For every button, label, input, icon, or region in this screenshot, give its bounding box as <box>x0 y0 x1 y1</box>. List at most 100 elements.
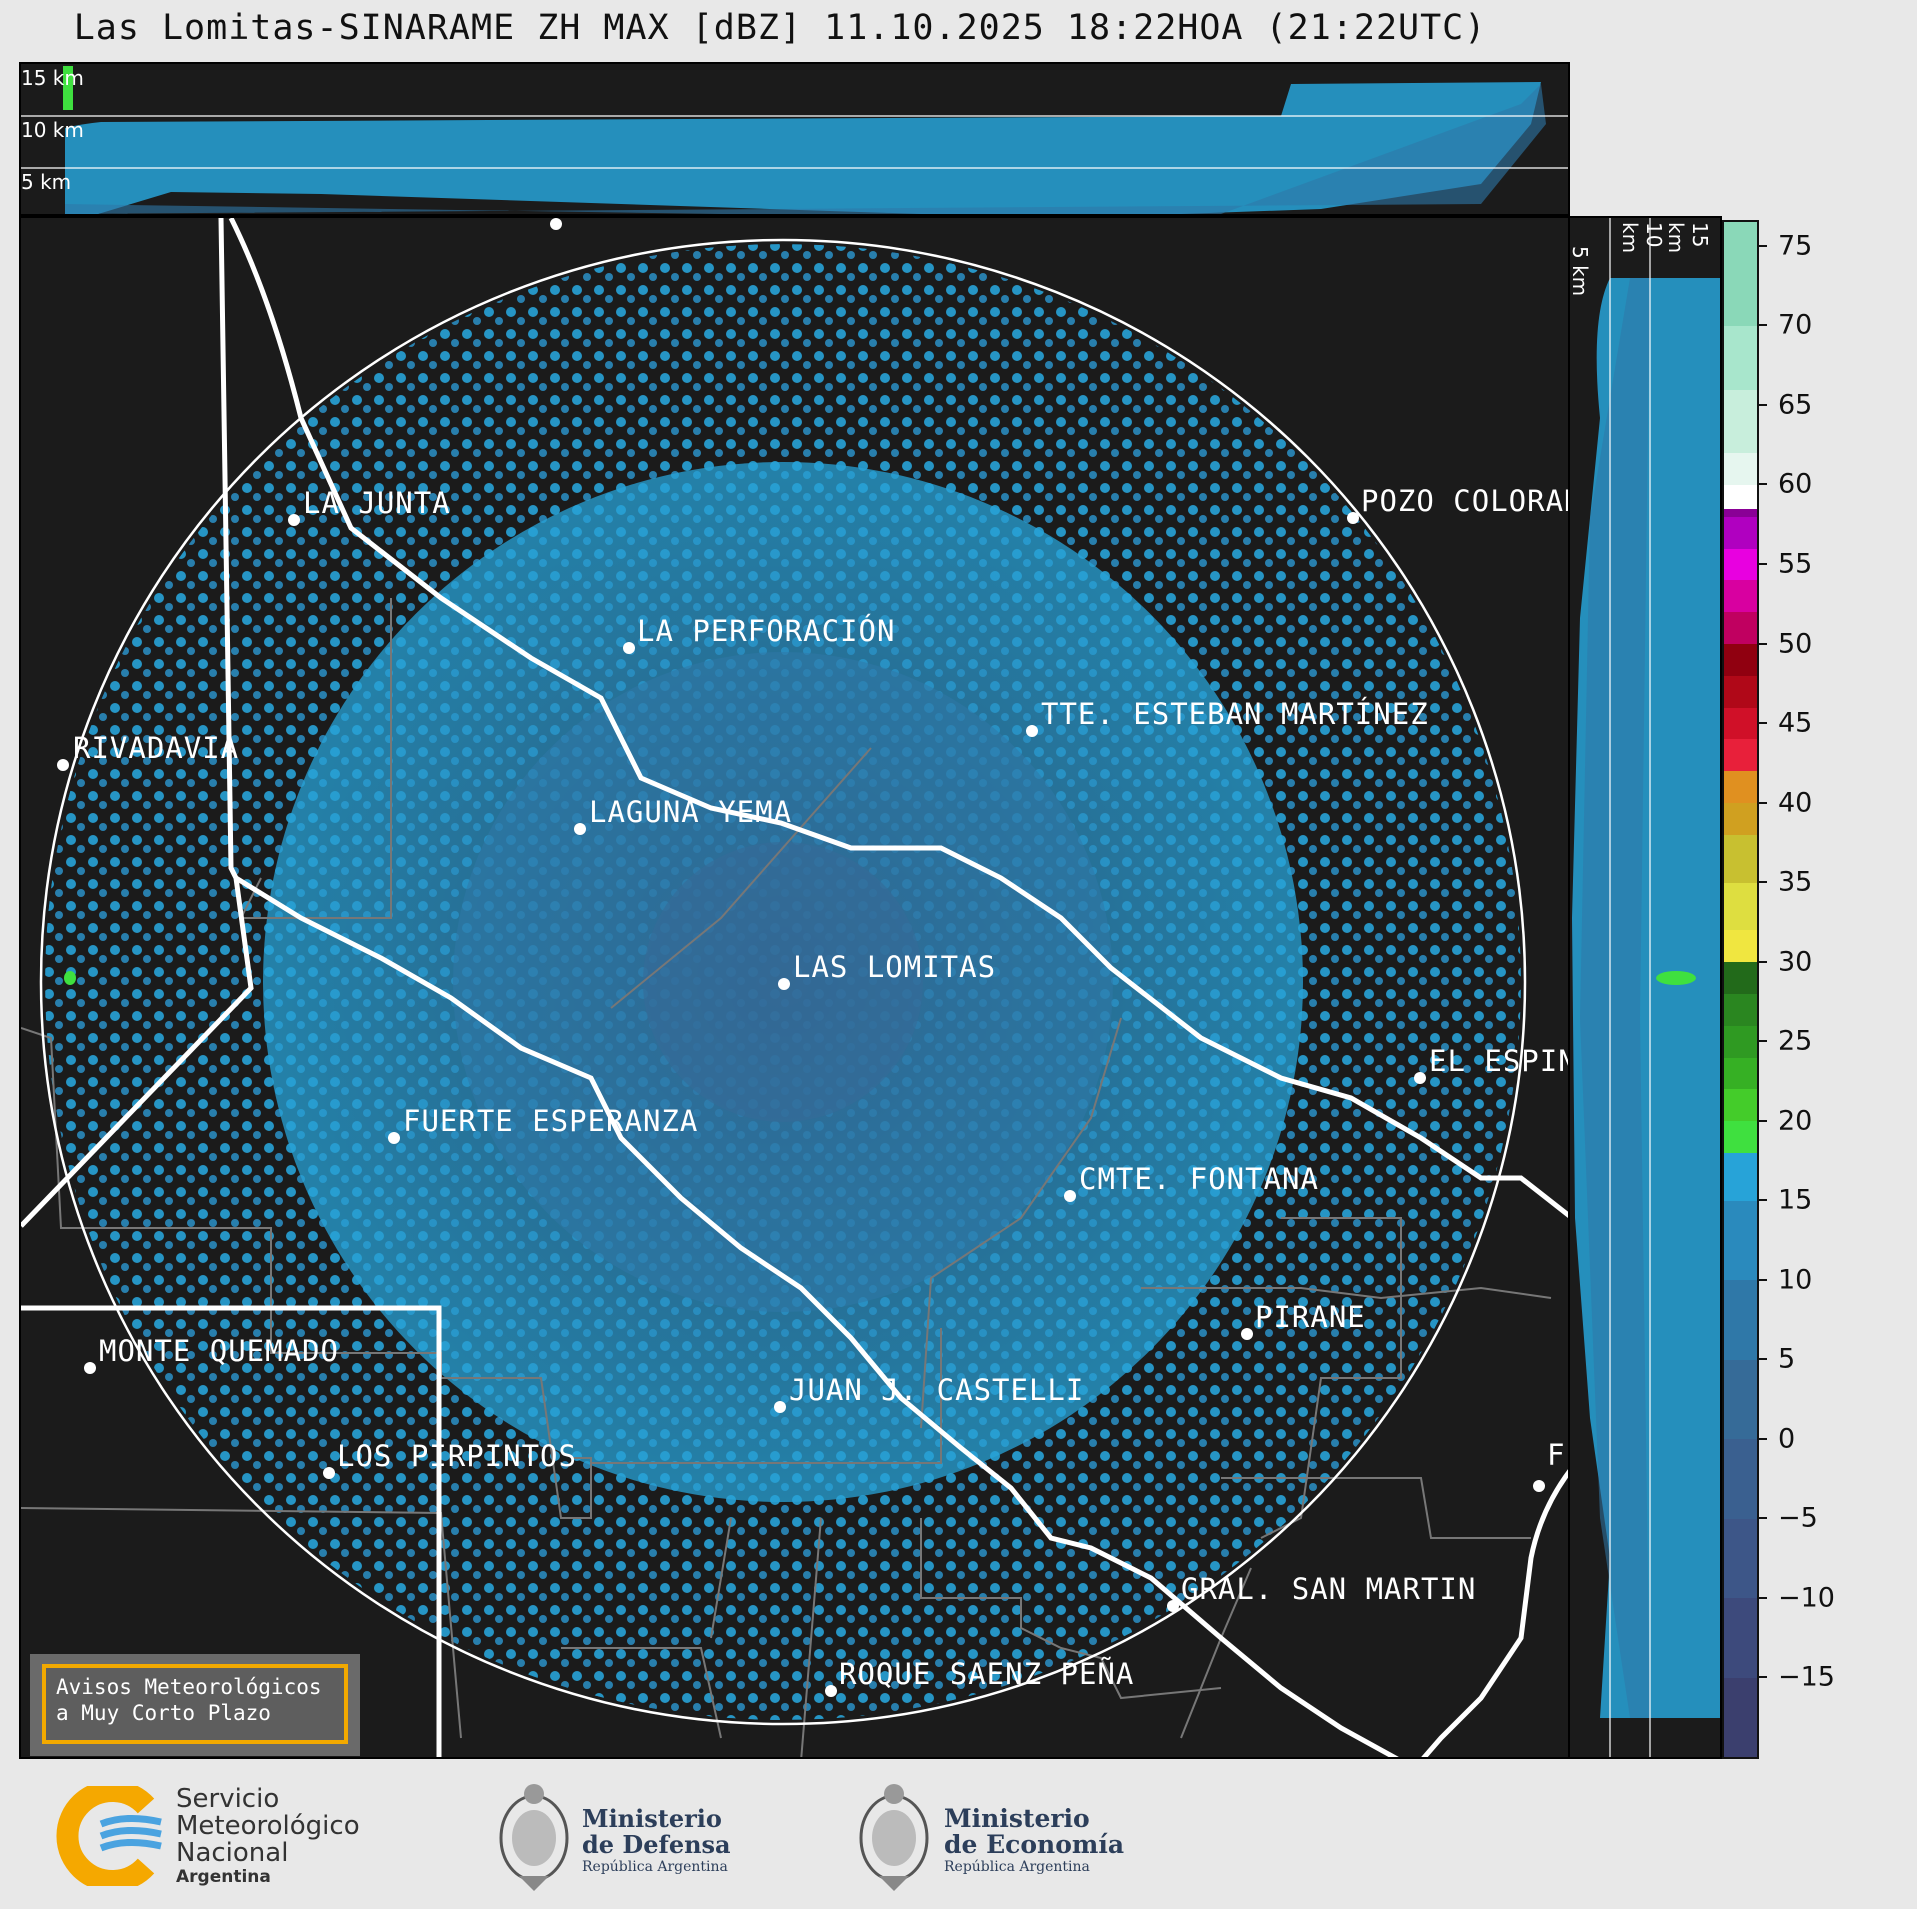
colorbar-tick-label: 35 <box>1778 866 1813 898</box>
colorbar-band <box>1724 675 1757 708</box>
colorbar-tick-label: 45 <box>1778 707 1813 739</box>
colorbar-band <box>1724 548 1757 581</box>
city-marker <box>1167 1600 1179 1612</box>
city-label: FUERTE ESPERANZA <box>403 1104 699 1138</box>
colorbar-band <box>1724 222 1757 326</box>
side-label-10km: 10 km <box>1618 222 1666 254</box>
colorbar-band <box>1724 834 1757 883</box>
colorbar-tick-mark <box>1759 1437 1767 1440</box>
colorbar-tick-mark <box>1759 722 1767 725</box>
city-label: JUAN J. CASTELLI <box>789 1373 1085 1407</box>
economia-logo: Ministerio de Economía República Argenti… <box>854 1776 1134 1896</box>
colorbar-band <box>1724 484 1757 509</box>
radar-map <box>21 218 1568 1757</box>
colorbar-tick-label: 55 <box>1778 548 1813 580</box>
defensa-logo: Ministerio de Defensa República Argentin… <box>494 1776 754 1896</box>
city-label: EL ESPIN <box>1429 1044 1570 1078</box>
colorbar <box>1722 220 1759 1759</box>
colorbar-tick-mark <box>1759 642 1767 645</box>
city-marker <box>774 1401 786 1413</box>
colorbar-tick-label: 10 <box>1778 1264 1813 1296</box>
colorbar-tick-label: 5 <box>1778 1343 1796 1375</box>
colorbar-tick-mark <box>1759 562 1767 565</box>
colorbar-band <box>1724 1088 1757 1122</box>
colorbar-band <box>1724 1518 1757 1599</box>
colorbar-tick-label: 60 <box>1778 468 1813 500</box>
colorbar-band <box>1724 508 1757 517</box>
colorbar-tick-mark <box>1759 324 1767 327</box>
colorbar-tick-label: −5 <box>1778 1502 1818 1534</box>
smn-line4: Argentina <box>176 1867 271 1887</box>
colorbar-band <box>1724 1057 1757 1090</box>
colorbar-tick-label: 40 <box>1778 787 1813 819</box>
city-label: LOS PIRPINTOS <box>337 1439 577 1473</box>
city-marker <box>1241 1328 1253 1340</box>
city-marker <box>1026 725 1038 737</box>
city-marker <box>623 642 635 654</box>
colorbar-tick-label: 70 <box>1778 309 1813 341</box>
top-label-5km: 5 km <box>21 170 72 194</box>
colorbar-band <box>1724 1359 1757 1440</box>
city-label: LAGUNA YEMA <box>589 795 793 829</box>
echo-green-spot <box>64 971 76 985</box>
radar-map-panel: TEZÉN LA JUNTA POZO COLORAD LA PERFORACIÓN T… <box>19 216 1570 1759</box>
colorbar-band <box>1724 389 1757 454</box>
colorbar-tick-label: −15 <box>1778 1661 1835 1693</box>
city-label: PIRANE <box>1255 1300 1366 1334</box>
city-marker <box>57 759 69 771</box>
city-marker <box>825 1685 837 1697</box>
economia-line2: de Economía <box>944 1830 1125 1859</box>
colorbar-band <box>1724 325 1757 390</box>
range-ring <box>39 238 1527 1726</box>
smn-line2: Meteorológico <box>176 1811 360 1841</box>
colorbar-tick-label: 75 <box>1778 230 1813 262</box>
colorbar-tick-mark <box>1759 960 1767 963</box>
top-cross-section-panel: 15 km 10 km 5 km <box>19 62 1570 216</box>
warning-text: Avisos Meteorológicos a Muy Corto Plazo <box>42 1664 348 1744</box>
colorbar-tick-label: 30 <box>1778 946 1813 978</box>
colorbar-tick-mark <box>1759 1199 1767 1202</box>
side-label-15km: 15 km <box>1664 222 1712 254</box>
city-label: TEZÉN <box>565 218 657 224</box>
colorbar-tick-mark <box>1759 1040 1767 1043</box>
top-label-15km: 15 km <box>21 66 84 90</box>
colorbar-band <box>1724 1152 1757 1201</box>
smn-logo-icon <box>56 1780 162 1892</box>
colorbar-band <box>1724 882 1757 931</box>
colorbar-band <box>1724 993 1757 1026</box>
city-label: POZO COLORAD <box>1361 484 1570 518</box>
colorbar-tick-mark <box>1759 1596 1767 1599</box>
colorbar-tick-mark <box>1759 1119 1767 1122</box>
colorbar-band <box>1724 452 1757 485</box>
top-cross-section-echoes <box>21 66 1568 214</box>
colorbar-tick-label: 65 <box>1778 389 1813 421</box>
city-label: ROQUE SAENZ PEÑA <box>839 1657 1135 1691</box>
colorbar-band <box>1724 1438 1757 1519</box>
economia-line3: República Argentina <box>944 1859 1090 1875</box>
city-markers <box>57 218 1545 1697</box>
defensa-seal-icon <box>499 1784 569 1891</box>
colorbar-band <box>1724 1279 1757 1360</box>
city-marker <box>1347 512 1359 524</box>
city-marker <box>1414 1072 1426 1084</box>
city-marker <box>574 823 586 835</box>
colorbar-tick-label: 20 <box>1778 1105 1813 1137</box>
smn-line1: Servicio <box>176 1784 280 1814</box>
colorbar-band <box>1724 770 1757 804</box>
province-borders <box>21 218 1568 1757</box>
economia-line1: Ministerio <box>944 1804 1090 1833</box>
colorbar-tick-mark <box>1759 244 1767 247</box>
city-marker <box>84 1362 96 1374</box>
colorbar-band <box>1724 929 1757 963</box>
colorbar-tick-label: 15 <box>1778 1184 1813 1216</box>
side-cross-section-echoes <box>1572 218 1720 1757</box>
defensa-line2: de Defensa <box>582 1830 731 1859</box>
city-marker <box>1064 1190 1076 1202</box>
colorbar-tick-mark <box>1759 1676 1767 1679</box>
city-label: CMTE. FONTANA <box>1079 1162 1319 1196</box>
colorbar-tick-mark <box>1759 1358 1767 1361</box>
city-label: TTE. ESTEBAN MARTÍNEZ <box>1041 697 1429 731</box>
colorbar-tick-mark <box>1759 881 1767 884</box>
colorbar-tick-mark <box>1759 801 1767 804</box>
city-marker <box>778 978 790 990</box>
